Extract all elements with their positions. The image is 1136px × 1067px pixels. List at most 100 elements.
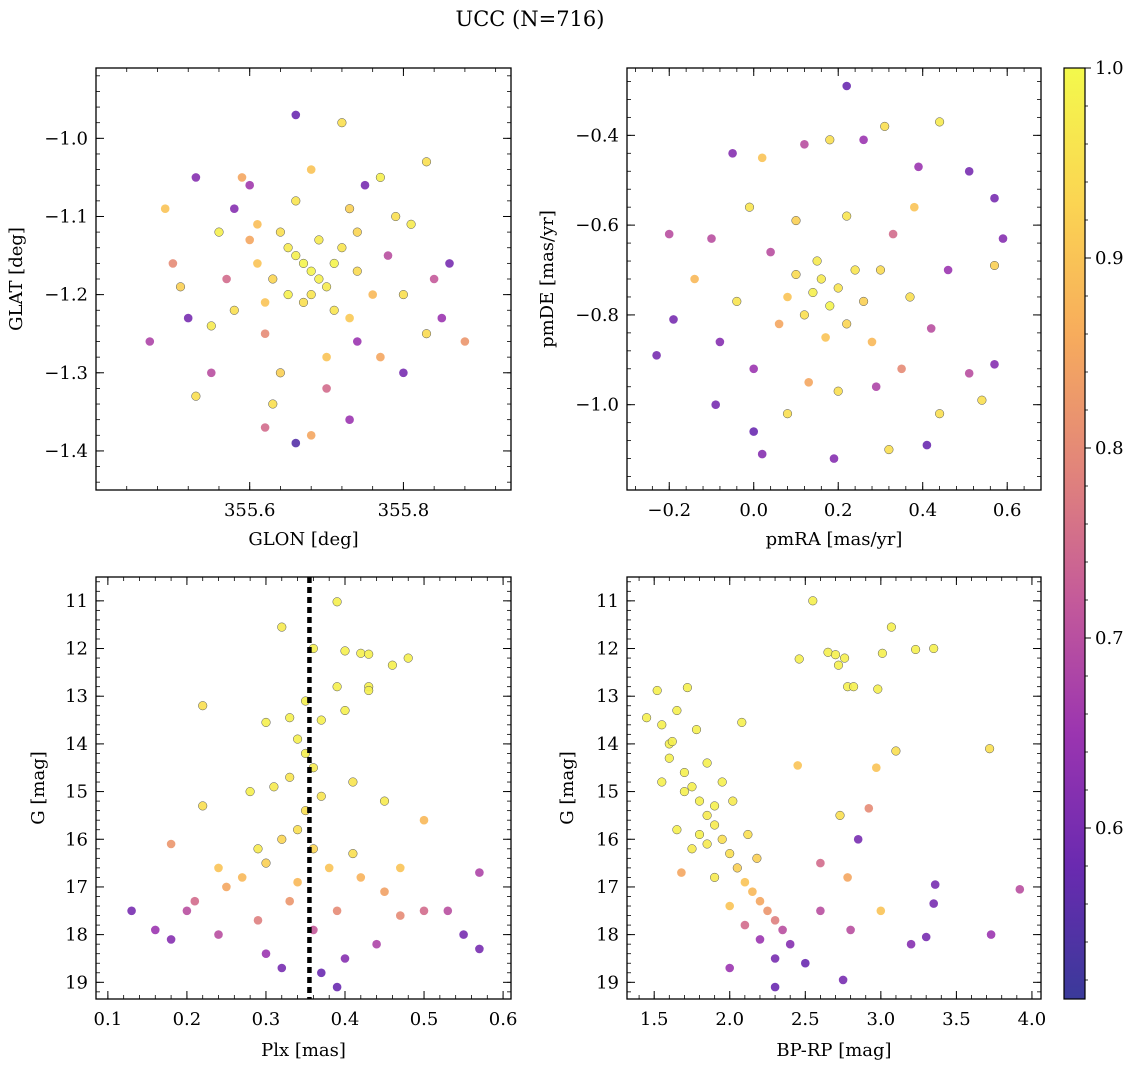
panel-glon-glat: 355.6 355.8 −1.0 −1.1 −1.2 −1.3 −1.4 GLON [deg]… [6, 67, 512, 550]
data-point [291, 196, 301, 206]
data-point [702, 758, 712, 768]
panel-cmd: 1.5 2.0 2.5 3.0 3.5 4.0 11 12 13 14 15 16 17 18 19 BP-R… [557, 576, 1046, 1061]
y-tick-label: −1.2 [44, 285, 88, 306]
data-point [376, 352, 385, 362]
data-point [935, 117, 945, 127]
data-point [166, 839, 176, 849]
data-point [725, 963, 734, 973]
data-point [183, 313, 193, 323]
x-tick-label: 0.0 [739, 500, 768, 521]
figure-title: UCC (N=716) [456, 7, 605, 31]
data-point [337, 118, 347, 128]
data-point [749, 427, 758, 436]
data-point [253, 259, 262, 268]
data-point [921, 932, 931, 942]
data-point [332, 682, 342, 692]
colorbar-tick-label: 0.7 [1095, 628, 1124, 649]
data-point [737, 717, 747, 727]
panels: 355.6 355.8 −1.0 −1.1 −1.2 −1.3 −1.4 GLON [deg]… [6, 67, 1046, 1061]
data-point [285, 713, 295, 723]
data-point [222, 274, 231, 284]
data-point [322, 352, 331, 362]
data-point [740, 877, 750, 887]
y-tick-label: 19 [65, 972, 88, 993]
data-point [329, 305, 339, 315]
data-point [166, 935, 176, 944]
data-point [930, 880, 940, 889]
data-point [843, 873, 852, 882]
data-point [986, 930, 996, 939]
data-point [728, 149, 737, 158]
data-point [732, 296, 742, 306]
colorbar-tick-label: 1.0 [1095, 58, 1124, 79]
data-point [687, 844, 697, 854]
data-point [694, 796, 705, 806]
data-point [774, 319, 784, 329]
data-point [770, 916, 780, 925]
data-point [778, 925, 787, 935]
data-point [291, 110, 301, 120]
data-point [926, 324, 936, 333]
data-point [717, 834, 727, 844]
data-point [871, 382, 881, 392]
data-point [277, 622, 287, 632]
data-point [905, 292, 915, 302]
data-point [396, 863, 405, 873]
data-point [752, 853, 762, 863]
colorbar-tick-label: 0.8 [1095, 438, 1124, 459]
data-point [237, 873, 247, 882]
x-tick-label: 0.2 [824, 500, 853, 521]
data-point [687, 782, 697, 792]
data-point [207, 368, 216, 378]
y-tick-label: 14 [596, 734, 619, 755]
data-point [864, 804, 874, 813]
data-point [443, 906, 453, 916]
x-axis-label: BP-RP [mag] [776, 1040, 891, 1061]
data-point [168, 259, 178, 268]
data-point [785, 939, 795, 949]
data-point [391, 211, 401, 222]
data-point [825, 135, 835, 145]
data-point [679, 787, 689, 797]
axes-frame [95, 67, 512, 491]
data-point [830, 650, 841, 660]
data-point [840, 653, 850, 663]
data-point [990, 193, 999, 203]
x-tick-label: 0.2 [173, 1009, 202, 1030]
data-point [770, 954, 780, 963]
data-point [757, 153, 767, 163]
panel-plx-g: 0.1 0.2 0.3 0.4 0.5 0.6 11 12 13 14 15 16 17 18 19 Plx … [28, 576, 518, 1061]
x-tick-label: 0.6 [489, 1009, 518, 1030]
data-point [214, 930, 223, 939]
data-point [277, 834, 287, 844]
data-point [285, 896, 295, 906]
x-tick-label: 2.5 [791, 1009, 820, 1030]
data-point [214, 863, 223, 873]
data-point [740, 920, 750, 930]
y-tick-label: 15 [65, 782, 88, 803]
data-point [749, 364, 758, 374]
data-point [160, 204, 170, 213]
x-tick-label: 0.3 [252, 1009, 281, 1030]
data-point [829, 454, 839, 463]
y-tick-label: 17 [596, 877, 619, 898]
data-point [725, 901, 734, 911]
data-point [853, 835, 863, 844]
data-point [245, 235, 254, 245]
data-point [269, 782, 279, 792]
data-point [922, 440, 932, 450]
data-point [825, 301, 835, 311]
y-tick-label: 13 [65, 686, 88, 707]
data-point [914, 162, 923, 172]
data-point [329, 258, 339, 268]
data-point [929, 899, 938, 908]
data-point [364, 685, 374, 696]
data-point [667, 736, 677, 747]
data-point [398, 290, 408, 300]
data-point [748, 887, 757, 896]
data-point [867, 337, 877, 347]
data-point [859, 135, 868, 145]
data-point [717, 777, 727, 787]
data-point [672, 825, 682, 835]
data-point [816, 858, 825, 868]
